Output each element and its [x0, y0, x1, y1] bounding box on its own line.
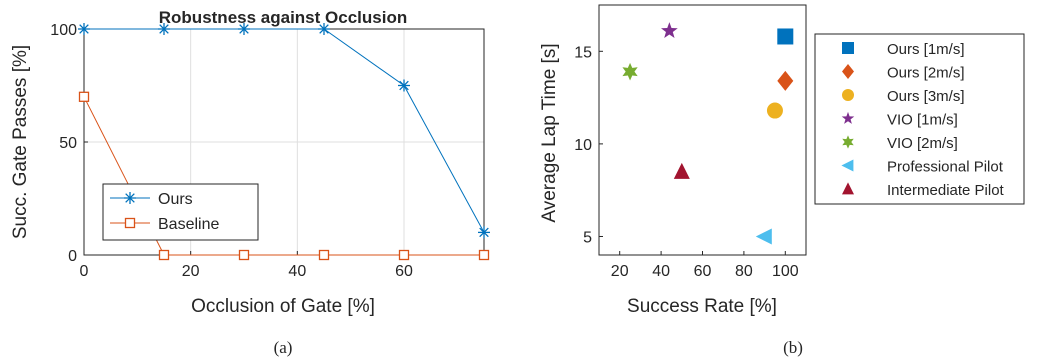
legend-marker-intermediate-pilot	[842, 182, 854, 195]
legend-label-professional-pilot: Professional Pilot	[887, 159, 1004, 176]
chart-b-legend: Ours [1m/s] Ours [2m/s] Ours [3m/s] VIO [1m…	[814, 33, 1025, 205]
legend-entry-vio-2m-s: VIO [2m/s]	[842, 135, 958, 152]
x-tick-label: 100	[772, 263, 799, 280]
legend-entry-professional-pilot: Professional Pilot	[841, 159, 1004, 176]
legend-entry-ours: Ours	[110, 191, 193, 208]
legend-label-vio-1m-s: VIO [1m/s]	[887, 112, 958, 129]
data-point-ours	[398, 79, 410, 92]
chart-b-legend-entries: Ours [1m/s] Ours [2m/s] Ours [3m/s] VIO [1m…	[841, 41, 1005, 199]
y-tick-label: 100	[50, 22, 77, 39]
chart-a-ticks: 0 20 40 60 0 50 100	[50, 22, 413, 280]
legend-marker-ours	[124, 192, 136, 204]
chart-a-legend-box	[102, 183, 259, 241]
legend-marker-ours-1m-s	[842, 42, 854, 54]
y-tick-label: 5	[583, 229, 592, 246]
data-point-vio-1m-s	[661, 22, 678, 39]
chart-a: 0 20 40 60 0 50 100 Robustness against Occlusi…	[10, 8, 490, 357]
data-point-ours	[78, 23, 90, 35]
data-point-intermediate-pilot	[673, 162, 690, 179]
data-point-baseline	[78, 91, 90, 102]
chart-b-ylabel: Average Lap Time [s]	[539, 43, 560, 222]
chart-a-series	[78, 23, 490, 261]
y-tick-label: 15	[574, 44, 592, 61]
x-tick-label: 20	[611, 263, 629, 280]
legend-label-ours-1m-s: Ours [1m/s]	[887, 41, 965, 58]
data-point-ours-3m-s	[766, 102, 783, 119]
chart-b-points	[622, 22, 794, 245]
legend-label-ours: Ours	[158, 191, 193, 208]
legend-marker-ours-2m-s	[842, 64, 854, 79]
chart-b: 20 40 60 80 100 5 10 15 Success Rate [%] Averag…	[539, 4, 1025, 357]
legend-entry-intermediate-pilot: Intermediate Pilot	[842, 182, 1005, 199]
x-tick-label: 60	[395, 263, 413, 280]
legend-marker-asterisk	[124, 192, 136, 204]
legend-marker-ours-3m-s	[842, 89, 854, 101]
chart-b-ticks: 20 40 60 80 100 5 10 15	[574, 44, 799, 280]
legend-marker-vio-2m-s	[842, 135, 854, 149]
legend-marker-baseline	[124, 217, 136, 229]
chart-a-title: Robustness against Occlusion	[159, 8, 407, 27]
legend-entry-ours-2m-s: Ours [2m/s]	[842, 64, 965, 82]
data-point-baseline	[318, 249, 330, 261]
data-point-vio-2m-s	[622, 62, 638, 81]
data-point-baseline	[238, 249, 250, 261]
legend-marker-vio-1m-s	[841, 111, 855, 124]
x-tick-label: 0	[80, 263, 89, 280]
chart-b-xlabel: Success Rate [%]	[627, 296, 777, 317]
legend-label-baseline: Baseline	[158, 216, 219, 233]
caption-b: (b)	[783, 338, 803, 357]
x-tick-label: 20	[182, 263, 200, 280]
data-point-professional-pilot	[755, 228, 772, 245]
data-point-ours	[158, 23, 170, 35]
data-point-baseline	[158, 249, 170, 261]
legend-entry-baseline: Baseline	[110, 216, 219, 233]
legend-label-ours-2m-s: Ours [2m/s]	[887, 65, 965, 82]
chart-b-plot-area	[599, 5, 806, 255]
legend-entry-ours-1m-s: Ours [1m/s]	[842, 41, 965, 58]
legend-marker-square	[124, 217, 136, 229]
data-point-baseline	[478, 249, 490, 261]
chart-a-ylabel: Succ. Gate Passes [%]	[10, 45, 31, 239]
chart-a-xlabel: Occlusion of Gate [%]	[191, 296, 375, 317]
legend-label-vio-2m-s: VIO [2m/s]	[887, 135, 958, 152]
y-tick-label: 0	[68, 248, 77, 265]
legend-entry-vio-1m-s: VIO [1m/s]	[841, 111, 958, 129]
data-point-ours	[238, 23, 250, 35]
legend-label-ours-3m-s: Ours [3m/s]	[887, 88, 965, 105]
series-line-ours	[84, 28, 485, 233]
x-tick-label: 80	[735, 263, 753, 280]
chart-a-legend: Ours Baseline	[102, 183, 259, 241]
legend-marker-professional-pilot	[841, 159, 854, 172]
caption-a: (a)	[274, 338, 293, 357]
data-point-ours-2m-s	[777, 70, 794, 91]
legend-entry-ours-3m-s: Ours [3m/s]	[842, 88, 965, 105]
y-tick-label: 10	[574, 137, 592, 154]
x-tick-label: 40	[652, 263, 670, 280]
x-tick-label: 60	[694, 263, 712, 280]
y-tick-label: 50	[59, 135, 77, 152]
data-point-ours-1m-s	[777, 28, 794, 45]
data-point-baseline	[398, 249, 410, 261]
x-tick-label: 40	[288, 263, 306, 280]
data-point-ours	[478, 226, 490, 239]
legend-label-intermediate-pilot: Intermediate Pilot	[887, 182, 1005, 199]
data-point-ours	[318, 23, 330, 35]
